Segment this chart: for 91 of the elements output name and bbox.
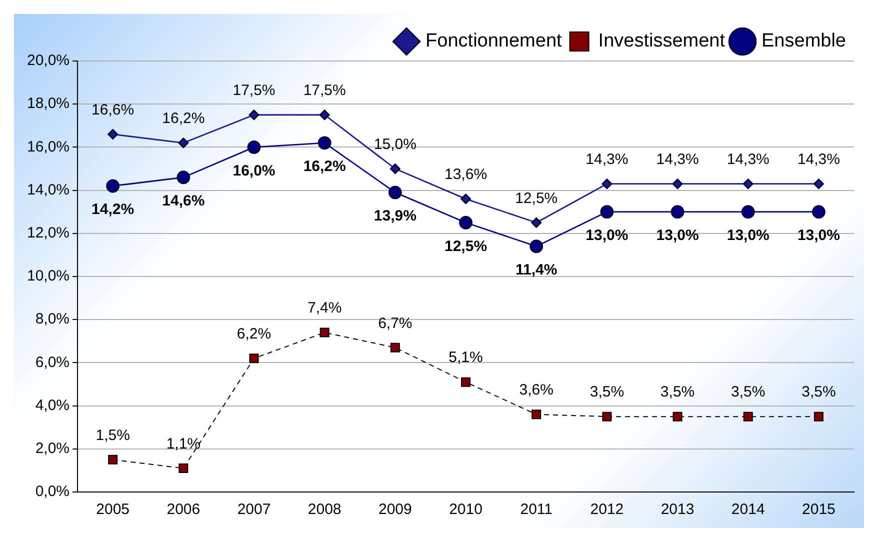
x-tick-label: 2013 [660,501,694,518]
point [530,240,544,254]
x-tick-label: 2012 [590,501,624,518]
point [672,178,683,190]
point [602,412,612,422]
data-label: 14,3% [797,150,840,168]
data-label: 11,4% [515,261,558,278]
data-label: 13,0% [656,226,699,244]
point [814,178,824,190]
x-tick-label: 2011 [520,501,552,518]
point [248,110,260,120]
legend-label: Fonctionnement [426,30,563,52]
data-label: 6,7% [378,314,412,332]
x-tick-label: 2014 [731,501,765,518]
point [741,205,755,219]
x-tick-label: 2006 [166,501,200,518]
point [108,129,118,140]
point [600,205,614,219]
point [532,410,542,420]
point [602,178,612,190]
point [812,205,826,219]
data-label: 7,4% [307,300,342,317]
data-label: 6,2% [236,326,272,343]
y-tick-label: 0,0% [35,483,70,500]
y-tick-label: 10,0% [26,268,70,285]
data-label: 14,6% [162,192,205,210]
y-tick-label: 8,0% [35,310,70,328]
data-label: 17,5% [232,82,276,100]
data-label: 15,0% [374,136,416,153]
data-label: 16,0% [232,162,276,180]
point [247,140,261,154]
data-label: 1,1% [166,435,201,452]
point [814,412,824,422]
x-tick-label: 2010 [449,501,482,518]
point [176,170,190,184]
y-tick-label: 6,0% [35,354,70,371]
y-tick-label: 16,0% [26,138,70,156]
x-tick-label: 2008 [308,501,342,518]
x-tick-label: 2009 [378,501,412,518]
legend-label: Investissement [598,30,726,52]
data-label: 3,5% [731,384,766,401]
point [319,110,330,120]
legend-label: Ensemble [762,30,846,52]
data-label: 14,3% [586,150,628,168]
data-label: 16,2% [303,158,346,176]
data-label: 13,0% [726,226,770,244]
point [178,464,188,474]
x-tick-label: 2005 [96,501,130,518]
y-tick-label: 12,0% [26,224,70,242]
point [742,178,754,190]
data-label: 13,6% [444,166,488,184]
data-label: 14,3% [726,150,770,168]
data-label: 16,6% [92,101,134,118]
data-label: 12,5% [444,238,488,255]
data-label: 13,0% [586,226,628,244]
data-label: 13,0% [797,226,840,244]
data-label: 3,5% [802,384,836,401]
data-label: 3,6% [519,382,554,399]
data-label: 5,1% [448,349,483,366]
point [531,217,542,228]
y-tick-label: 18,0% [26,95,70,112]
point [670,205,684,219]
data-label: 13,9% [374,208,416,225]
y-tick-label: 2,0% [35,440,70,458]
point [318,136,332,150]
point [390,342,400,352]
point [459,216,472,230]
point [460,194,471,204]
point [108,454,118,464]
data-label: 14,3% [656,150,699,168]
data-label: 14,2% [92,201,134,218]
point [106,179,120,193]
data-label: 3,5% [590,384,624,401]
data-label: 3,5% [660,384,695,401]
data-label: 16,2% [162,110,205,128]
point [249,354,259,364]
y-tick-label: 14,0% [26,181,70,198]
point [672,412,682,422]
point [743,412,753,422]
y-tick-label: 4,0% [35,396,70,414]
y-tick-label: 20,0% [26,52,70,70]
point [320,328,330,338]
point [388,186,402,200]
point [461,377,471,387]
x-tick-label: 2015 [802,501,836,518]
data-label: 12,5% [515,190,558,207]
data-label: 17,5% [303,82,346,100]
point [390,164,400,174]
x-tick-label: 2007 [237,501,271,518]
data-label: 1,5% [96,426,130,444]
point [178,138,189,148]
